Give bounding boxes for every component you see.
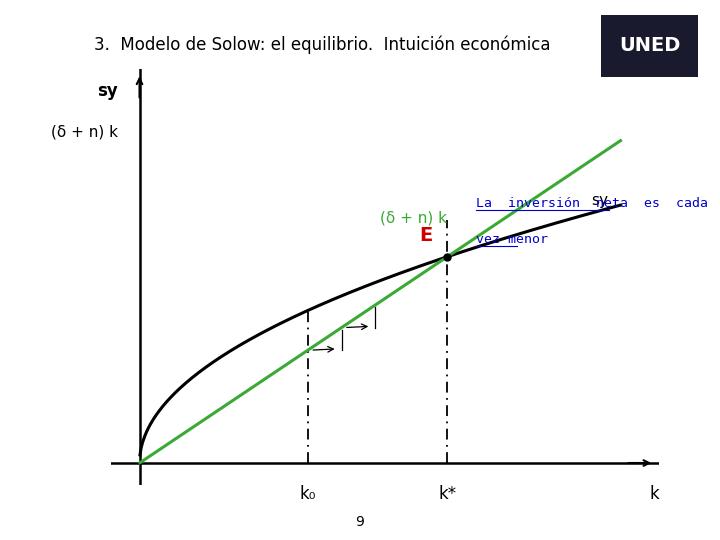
Text: sy: sy (592, 193, 608, 207)
Text: k₀: k₀ (300, 485, 316, 503)
Text: sy: sy (97, 83, 118, 100)
Text: k: k (649, 485, 659, 503)
Text: 9: 9 (356, 515, 364, 529)
Text: vez menor: vez menor (476, 233, 548, 246)
Text: (δ + n) k: (δ + n) k (51, 124, 118, 139)
Text: k*: k* (438, 485, 456, 503)
Text: (δ + n) k: (δ + n) k (380, 211, 447, 225)
Text: UNED: UNED (619, 36, 680, 55)
Text: La  inversión  neta  es  cada: La inversión neta es cada (476, 197, 708, 210)
Text: E: E (419, 226, 432, 246)
Text: 3.  Modelo de Solow: el equilibrio.  Intuición económica: 3. Modelo de Solow: el equilibrio. Intui… (94, 35, 550, 53)
